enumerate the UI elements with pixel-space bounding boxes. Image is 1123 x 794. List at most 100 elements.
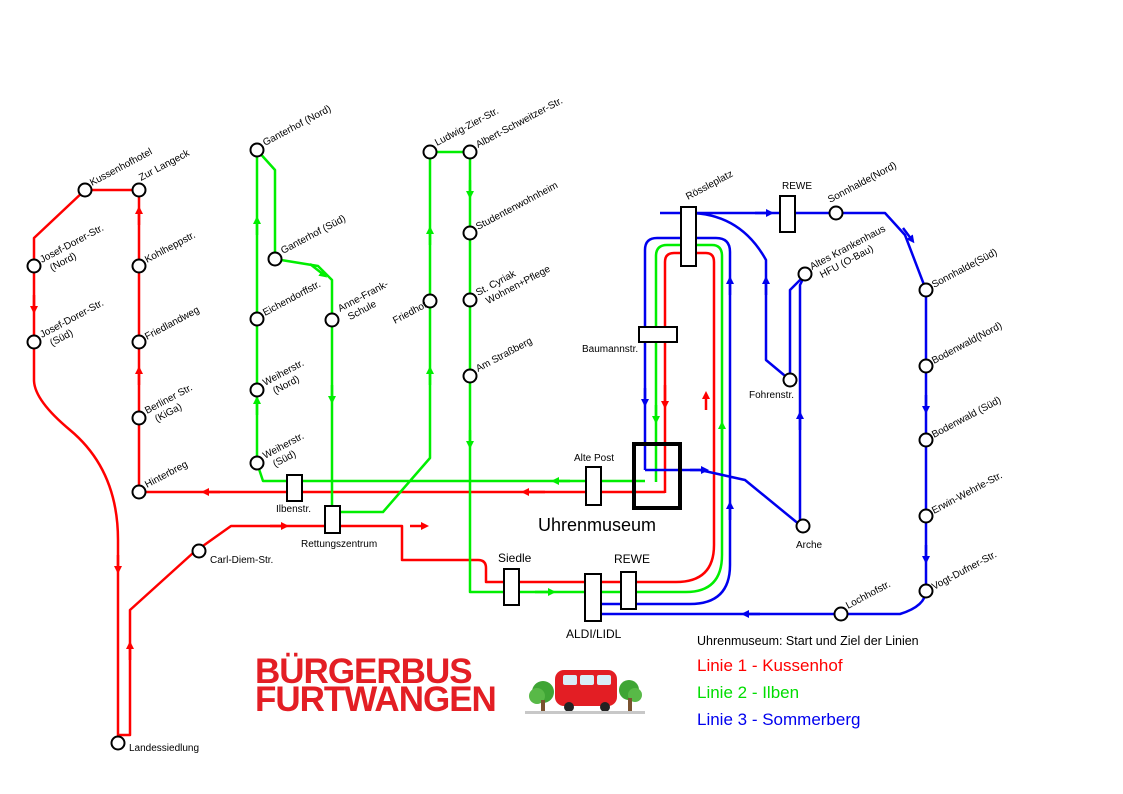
stop-label-eichendorffstr: Eichendorffstr.: [261, 279, 322, 319]
stop-label-friedhof: Friedhof: [391, 300, 429, 327]
stop-marker-alte-post[interactable]: [585, 466, 602, 506]
buergerbus-logo: BÜRGERBUS FURTWANGEN: [253, 652, 647, 719]
stop-marker-am-strassberg[interactable]: [462, 368, 478, 384]
stop-label-friedlandweg: Friedlandweg: [143, 305, 201, 343]
stop-marker-rewe-south[interactable]: [620, 571, 637, 610]
stop-marker-bodenwald-sued[interactable]: [918, 432, 934, 448]
line-1-main-path: [32, 188, 716, 737]
line-1-arrows: [30, 206, 710, 660]
stop-label-siedle: Siedle: [498, 551, 532, 565]
stop-marker-lochhofstr[interactable]: [833, 606, 849, 622]
rect-stops: [286, 195, 796, 622]
stop-label-ganterhof-nord: Ganterhof (Nord): [261, 103, 333, 148]
line-1-route: [32, 188, 716, 737]
stop-label-am-strassberg: Am Straßberg: [474, 336, 534, 375]
stop-label-bodenwald-sued: Bodenwald (Süd): [930, 395, 1003, 441]
stop-marker-anne-frank[interactable]: [324, 312, 340, 328]
stop-label-arche: Arche: [796, 540, 823, 551]
stop-marker-ganterhof-nord[interactable]: [249, 142, 265, 158]
stop-label-berliner-str: Berliner Str. (KiGa): [143, 381, 202, 427]
tree-icon: [529, 681, 554, 712]
legend-line-1[interactable]: Linie 1 - Kussenhof: [697, 656, 843, 675]
legend-line-3[interactable]: Linie 3 - Sommerberg: [697, 710, 861, 729]
stop-marker-rettungszentrum[interactable]: [324, 505, 341, 534]
stop-label-weiherstr-nord: Weiherstr. (Nord): [261, 357, 314, 400]
hub-uhrenmuseum-label: Uhrenmuseum: [538, 515, 656, 535]
stop-marker-rewe-north[interactable]: [779, 195, 796, 233]
stop-marker-bodenwald-nord[interactable]: [918, 358, 934, 374]
stop-label-rewe-north: REWE: [782, 181, 812, 192]
stop-label-alte-post: Alte Post: [574, 453, 614, 464]
stop-marker-berliner-str[interactable]: [131, 410, 147, 426]
stop-label-rettungszentrum: Rettungszentrum: [301, 539, 377, 550]
stop-marker-erwin-wehrle[interactable]: [918, 508, 934, 524]
circle-stops: [26, 142, 934, 751]
legend-line-2[interactable]: Linie 2 - Ilben: [697, 683, 800, 702]
stop-label-landessiedlung: Landessiedlung: [129, 743, 199, 754]
stop-marker-zur-langeck[interactable]: [131, 182, 147, 198]
stop-marker-siedle[interactable]: [503, 568, 520, 606]
stop-marker-fohrenstr[interactable]: [782, 372, 798, 388]
stop-marker-friedhof[interactable]: [422, 293, 438, 309]
stop-marker-eichendorffstr[interactable]: [249, 311, 265, 327]
stop-marker-weiherstr-nord[interactable]: [249, 382, 265, 398]
stop-label-vogt-dufner: Vogt-Dufner-Str.: [930, 549, 998, 592]
stop-marker-baumannstr[interactable]: [638, 326, 678, 343]
line-3-arrows: [641, 209, 930, 618]
stop-label-sonnhalde-sued: Sonnhalde(Süd): [930, 247, 999, 291]
stop-marker-sonnhalde-sued[interactable]: [918, 282, 934, 298]
stop-label-carl-diem: Carl-Diem-Str.: [210, 555, 273, 566]
line-2-main-path: [255, 148, 724, 594]
stop-marker-kussenhofhotel[interactable]: [77, 182, 93, 198]
stop-marker-arche[interactable]: [795, 518, 811, 534]
stop-label-sonnhalde-nord: Sonnhalde(Nord): [826, 160, 898, 205]
stop-marker-josef-dorer-sued[interactable]: [26, 334, 42, 350]
stop-marker-carl-diem[interactable]: [191, 543, 207, 559]
logo-word-furtwangen: FURTWANGEN: [255, 680, 497, 719]
line-2-arrows: [253, 180, 726, 596]
stop-marker-albert-schweitzer[interactable]: [462, 144, 478, 160]
legend: Uhrenmuseum: Start und Ziel der Linien L…: [697, 634, 1117, 733]
stop-marker-ganterhof-sued[interactable]: [267, 251, 283, 267]
stop-marker-st-cyriak[interactable]: [462, 292, 478, 308]
stop-label-st-cyriak: St. Cyriak Wohnen+Pflege: [474, 253, 553, 309]
stop-label-ilbenstr: Ilbenstr.: [276, 504, 311, 515]
stop-label-aldi-lidl: ALDI/LIDL: [566, 627, 622, 641]
hub-uhrenmuseum-marker[interactable]: [632, 442, 682, 510]
stop-label-studentenwohnheim: Studentenwohnheim: [474, 180, 560, 233]
stop-label-rewe-south: REWE: [614, 552, 650, 566]
stop-marker-josef-dorer-nord[interactable]: [26, 258, 42, 274]
stop-marker-studentenwohnheim[interactable]: [462, 225, 478, 241]
logo-word-buergerbus: BÜRGERBUS: [255, 652, 473, 691]
stop-marker-roessleplatz[interactable]: [680, 206, 697, 267]
stop-marker-kohlheppstr[interactable]: [131, 258, 147, 274]
stop-marker-hinterbreg[interactable]: [131, 484, 147, 500]
stop-marker-ilbenstr[interactable]: [286, 474, 303, 502]
stop-label-kohlheppstr: Kohlheppstr.: [143, 230, 197, 266]
legend-caption: Uhrenmuseum: Start und Ziel der Linien: [697, 634, 919, 648]
stop-label-baumannstr: Baumannstr.: [582, 344, 638, 355]
stop-marker-landessiedlung[interactable]: [110, 735, 126, 751]
stop-label-josef-dorer-nord: Josef-Dorer-Str. (Nord): [38, 221, 114, 276]
stop-marker-friedlandweg[interactable]: [131, 334, 147, 350]
stop-label-fohrenstr: Fohrenstr.: [749, 390, 794, 401]
stop-marker-vogt-dufner[interactable]: [918, 583, 934, 599]
stop-label-ganterhof-sued: Ganterhof (Süd): [279, 213, 347, 256]
stop-label-lochhofstr: Lochhofstr.: [844, 579, 892, 612]
logo-ground: [525, 711, 645, 714]
stop-label-albert-schweitzer: Albert-Schweitzer-Str.: [474, 96, 565, 151]
stop-marker-ludwig-zier[interactable]: [422, 144, 438, 160]
stop-marker-weiherstr-sued[interactable]: [249, 455, 265, 471]
stop-label-anne-frank: Anne-Frank- Schule: [336, 278, 398, 326]
stop-label-erwin-wehrle: Erwin-Wehrle-Str.: [930, 470, 1004, 516]
stop-label-weiherstr-sued: Weiherstr. (Süd): [261, 430, 314, 473]
stop-marker-aldi-lidl[interactable]: [584, 573, 602, 622]
stop-marker-altes-krankenhaus[interactable]: [797, 266, 813, 282]
stop-label-josef-dorer-sued: Josef-Dorer-Str. (Süd): [38, 296, 114, 351]
stop-marker-sonnhalde-nord[interactable]: [828, 205, 844, 221]
stop-label-hinterbreg: Hinterbreg: [143, 459, 189, 491]
line-2-route: [255, 148, 724, 594]
logo-bus-illustration: [525, 670, 645, 714]
stop-label-altes-krankenhaus: Altes Krankenhaus HFU (O-Bau): [808, 222, 895, 283]
